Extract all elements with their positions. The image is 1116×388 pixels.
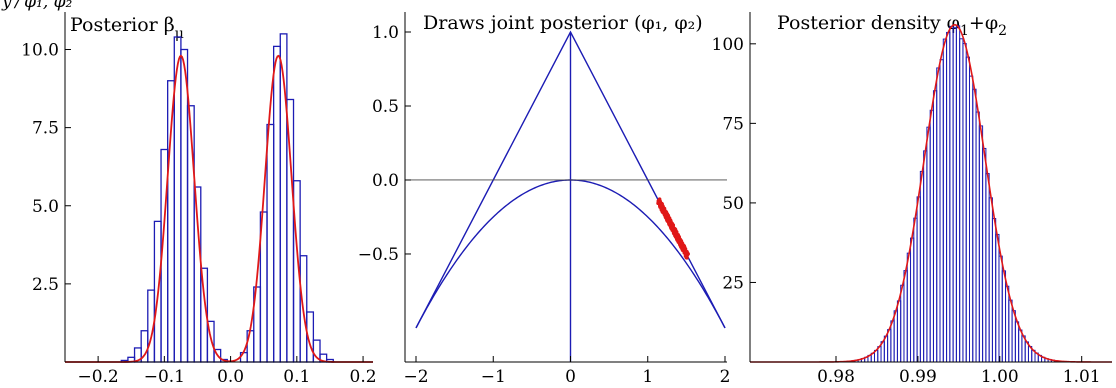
panel1-xtick-label: 0.2 bbox=[350, 367, 377, 387]
panel2-ytick-label: −0.5 bbox=[358, 245, 399, 265]
panel1-histogram-bar bbox=[286, 98, 295, 363]
panel1-xtick-label: 0.0 bbox=[217, 367, 244, 387]
panel1-histogram-bar bbox=[186, 105, 195, 363]
panel2-ytick-label: 1.0 bbox=[372, 23, 399, 43]
panel3-xtick-label: 0.99 bbox=[899, 367, 937, 387]
panel2-xtick-label: −2 bbox=[403, 367, 428, 387]
panel2-title: Draws joint posterior (φ₁, φ₂) bbox=[423, 12, 703, 34]
panel1-ytick-label: 7.5 bbox=[32, 119, 59, 139]
panel2-xtick-label: 1 bbox=[642, 367, 653, 387]
panel2-draw-point bbox=[670, 226, 674, 230]
panel3-ytick-label: 50 bbox=[722, 194, 744, 214]
panel-joint-posterior: Draws joint posterior (φ₁, φ₂) −2 −1 0 1 2 −0… bbox=[358, 12, 731, 387]
panel1-ytick-label: 10.0 bbox=[21, 41, 59, 61]
panel2-posterior-draws bbox=[656, 197, 690, 260]
panel3-ytick-label: 100 bbox=[712, 35, 744, 55]
panel2-ticks: −2 −1 0 1 2 −0.5 0.0 0.5 1.0 bbox=[358, 23, 731, 387]
panel1-histogram-bar bbox=[180, 48, 189, 363]
panel1-ytick-label: 2.5 bbox=[32, 275, 59, 295]
panel1-xtick-label: 0.1 bbox=[283, 367, 310, 387]
panel2-draw-point bbox=[679, 238, 683, 243]
panel3-ytick-label: 75 bbox=[722, 114, 744, 134]
panel2-draw-point bbox=[674, 234, 679, 239]
panel1-xtick-label: −0.1 bbox=[144, 367, 185, 387]
panel1-xtick-label: −0.2 bbox=[77, 367, 118, 387]
panel2-draw-point bbox=[659, 204, 663, 209]
panel1-histogram-bar bbox=[272, 45, 281, 363]
panel3-xtick-label: 1.01 bbox=[1063, 367, 1101, 387]
panel2-xtick-label: 2 bbox=[720, 367, 731, 387]
panel3-title: Posterior density φ1+φ2 bbox=[777, 12, 1007, 39]
panel2-draw-point bbox=[658, 199, 662, 204]
panel3-title-sub1: 1 bbox=[960, 23, 969, 39]
panel1-title-sub: μ bbox=[175, 26, 184, 42]
panel2-draw-point bbox=[679, 245, 683, 249]
panel2-draw-point bbox=[685, 251, 689, 255]
panel1-title-main: Posterior β bbox=[70, 14, 175, 36]
panel2-draw-point bbox=[679, 241, 684, 246]
panel2-draw-point bbox=[665, 212, 670, 217]
panel2-draw-point bbox=[684, 254, 689, 259]
panel-beta-mu: Posterior βμ −0.2 −0.1 0.0 0.1 0.2 2.5 5.0 7.5 1… bbox=[21, 12, 377, 388]
panel3-histogram bbox=[847, 25, 1062, 363]
panel1-ytick-label: 5.0 bbox=[32, 197, 59, 217]
panel1-ticks: −0.2 −0.1 0.0 0.1 0.2 2.5 5.0 7.5 10.0 bbox=[21, 41, 376, 388]
panel2-draw-point bbox=[659, 207, 664, 212]
panel2-ytick-label: 0.5 bbox=[372, 97, 399, 117]
panel3-ytick-label: 25 bbox=[722, 273, 744, 293]
panel3-density-curve bbox=[750, 23, 1112, 363]
panel1-density-curve bbox=[65, 54, 373, 363]
top-fragment: y / φ₁, φ₂ bbox=[1, 0, 73, 12]
panel2-draw-point bbox=[672, 231, 677, 236]
panel2-draw-point bbox=[662, 212, 667, 216]
panel3-title-main: Posterior density φ bbox=[777, 12, 960, 34]
panel1-histogram-bar bbox=[266, 123, 275, 363]
panel3-title-sub2: 2 bbox=[998, 23, 1007, 39]
panel2-xtick-label: −1 bbox=[481, 367, 506, 387]
panel2-xtick-label: 0 bbox=[565, 367, 576, 387]
panel3-title-plus: +φ bbox=[969, 12, 998, 34]
panel3-xtick-label: 1.00 bbox=[981, 367, 1019, 387]
panel1-title: Posterior βμ bbox=[70, 14, 184, 42]
panel2-ytick-label: 0.0 bbox=[372, 171, 399, 191]
panel2-draw-point bbox=[667, 219, 671, 223]
panel3-xtick-label: 0.98 bbox=[817, 367, 855, 387]
panel1-histogram bbox=[120, 33, 334, 363]
panel-phi-sum: Posterior density φ1+φ2 0.98 0.99 1.00 1.01… bbox=[712, 12, 1112, 387]
panel3-ticks: 0.98 0.99 1.00 1.01 25 50 75 100 bbox=[712, 35, 1101, 387]
panel2-draw-point bbox=[664, 216, 669, 221]
